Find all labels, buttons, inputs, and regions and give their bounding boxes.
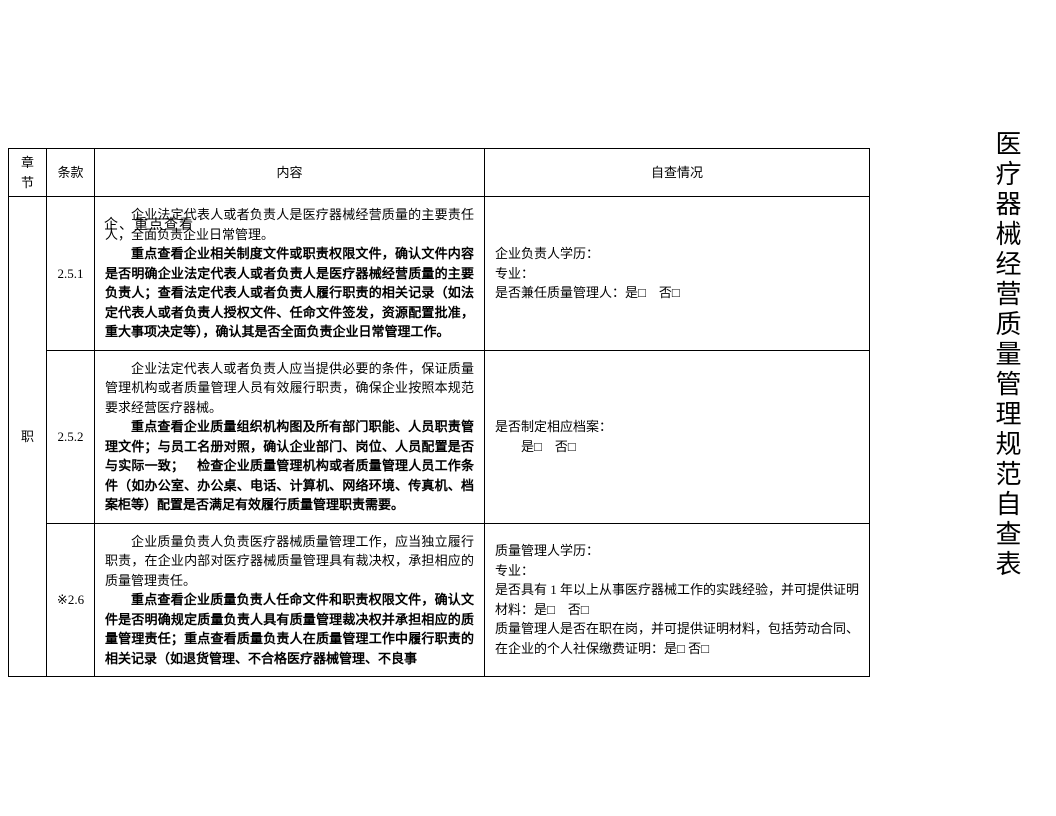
check-line: 专业： [495, 561, 859, 581]
check-line: 质量管理人学历： [495, 541, 859, 561]
header-clause: 条款 [47, 149, 95, 197]
check-cell: 是否制定相应档案： 是□ 否□ [485, 350, 870, 523]
table-row: ※2.6 企业质量负责人负责医疗器械质量管理工作，应当独立履行职责，在企业内部对… [9, 523, 870, 677]
check-line: 是□ 否□ [495, 437, 859, 457]
table-header-row: 章节 条款 内容 自查情况 [9, 149, 870, 197]
chapter-cell: 职 [9, 197, 47, 677]
content-cell: 企业质量负责人负责医疗器械质量管理工作，应当独立履行职责，在企业内部对医疗器械质… [95, 523, 485, 677]
content-para-bold: 重点查看企业相关制度文件或职责权限文件，确认文件内容是否明确企业法定代表人或者负… [105, 244, 474, 342]
header-content: 内容 [95, 149, 485, 197]
overlay-text: 企、重点查看 [104, 214, 194, 234]
check-line: 是否制定相应档案： [495, 417, 859, 437]
header-chapter: 章节 [9, 149, 47, 197]
document-title: 医疗器械经营质量管理规范自查表 [987, 130, 1026, 580]
check-cell: 企业负责人学历： 专业： 是否兼任质量管理人：是□ 否□ [485, 197, 870, 351]
check-line: 是否具有 1 年以上从事医疗器械工作的实践经验，并可提供证明材料：是□ 否□ [495, 580, 859, 619]
check-line: 企业负责人学历： [495, 244, 859, 264]
clause-cell: 2.5.2 [47, 350, 95, 523]
check-line: 是否兼任质量管理人：是□ 否□ [495, 283, 859, 303]
check-line: 专业： [495, 264, 859, 284]
table-row: 2.5.2 企业法定代表人或者负责人应当提供必要的条件，保证质量管理机构或者质量… [9, 350, 870, 523]
content-para: 企业质量负责人负责医疗器械质量管理工作，应当独立履行职责，在企业内部对医疗器械质… [105, 532, 474, 591]
clause-cell: ※2.6 [47, 523, 95, 677]
check-line: 质量管理人是否在职在岗，并可提供证明材料，包括劳动合同、在企业的个人社保缴费证明… [495, 619, 859, 658]
content-para-bold: 重点查看企业质量负责人任命文件和职责权限文件，确认文件是否明确规定质量负责人具有… [105, 590, 474, 668]
clause-cell: 2.5.1 [47, 197, 95, 351]
header-check: 自查情况 [485, 149, 870, 197]
content-para: 企业法定代表人或者负责人应当提供必要的条件，保证质量管理机构或者质量管理人员有效… [105, 359, 474, 418]
content-para-bold: 重点查看企业质量组织机构图及所有部门职能、人员职责管理文件；与员工名册对照，确认… [105, 417, 474, 515]
content-cell: 企业法定代表人或者负责人应当提供必要的条件，保证质量管理机构或者质量管理人员有效… [95, 350, 485, 523]
check-cell: 质量管理人学历： 专业： 是否具有 1 年以上从事医疗器械工作的实践经验，并可提… [485, 523, 870, 677]
